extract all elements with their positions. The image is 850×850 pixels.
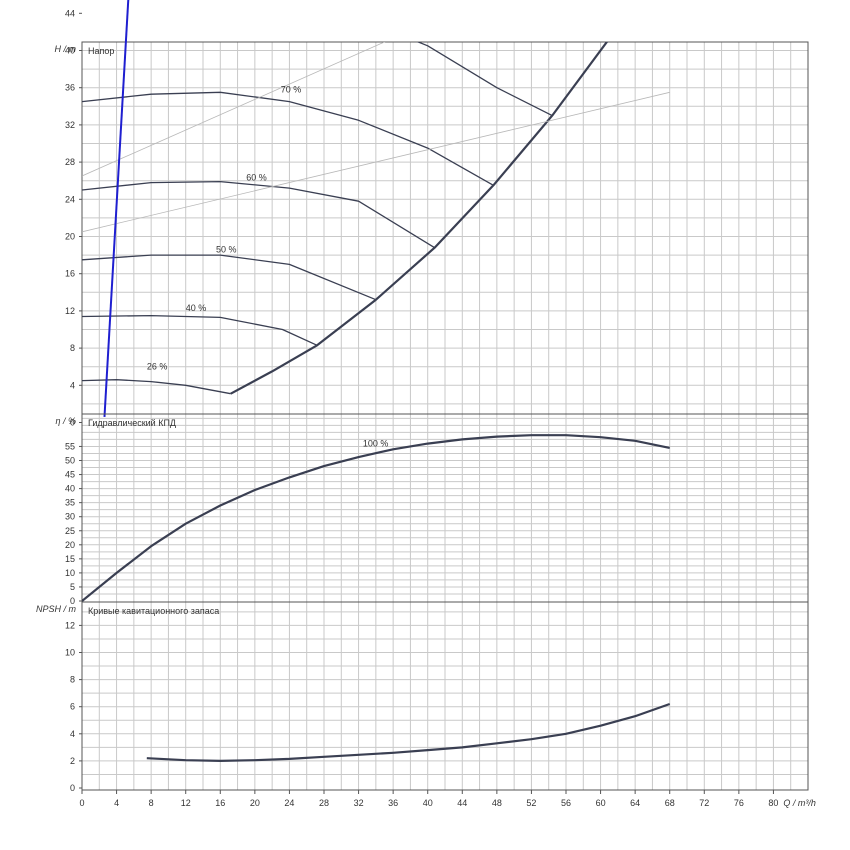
y-tick-label: 45 xyxy=(65,470,75,480)
y-axis-label: H / m xyxy=(55,44,77,54)
series-line xyxy=(82,379,231,395)
x-tick-label: 64 xyxy=(630,798,640,808)
y-tick-label: 50 xyxy=(65,456,75,466)
x-axis-label: Q / m³/h xyxy=(783,798,816,808)
y-tick-label: 12 xyxy=(65,620,75,630)
panel-title: Гидравлический КПД xyxy=(88,418,176,428)
panel-title: Кривые кавитационного запаса xyxy=(88,606,219,616)
y-tick-label: 0 xyxy=(70,596,75,606)
curve-label: 50 % xyxy=(216,244,237,254)
series-line xyxy=(416,42,553,117)
y-tick-label: 24 xyxy=(65,194,75,204)
y-tick-label: 30 xyxy=(65,512,75,522)
series-line xyxy=(82,314,318,346)
x-tick-label: 48 xyxy=(492,798,502,808)
y-tick-label: 32 xyxy=(65,120,75,130)
x-tick-label: 60 xyxy=(596,798,606,808)
y-tick-label: 15 xyxy=(65,554,75,564)
y-tick-label: 8 xyxy=(70,343,75,353)
x-tick-label: 56 xyxy=(561,798,571,808)
x-tick-label: 28 xyxy=(319,798,329,808)
x-tick-label: 44 xyxy=(457,798,467,808)
series-line xyxy=(82,91,494,186)
series-line xyxy=(82,254,377,301)
auxiliary-line xyxy=(82,42,386,177)
series-line xyxy=(82,434,670,602)
y-tick-label: 40 xyxy=(65,484,75,494)
auxiliary-line xyxy=(82,91,670,233)
y-tick-label: 35 xyxy=(65,498,75,508)
panel-title: Напор xyxy=(88,46,114,56)
series-line xyxy=(230,42,609,395)
qmin-line xyxy=(103,0,130,417)
y-tick-label: 10 xyxy=(65,568,75,578)
x-tick-label: 76 xyxy=(734,798,744,808)
x-tick-label: 16 xyxy=(215,798,225,808)
curve-label: 26 % xyxy=(147,361,168,371)
panel-frame-npsh xyxy=(81,601,809,791)
y-tick-label: 2 xyxy=(70,756,75,766)
y-tick-label: 0 xyxy=(70,783,75,793)
series-line xyxy=(146,702,671,762)
x-tick-label: 0 xyxy=(79,798,84,808)
y-tick-label: 16 xyxy=(65,269,75,279)
y-tick-label: 20 xyxy=(65,540,75,550)
x-tick-label: 24 xyxy=(284,798,294,808)
x-tick-label: 40 xyxy=(423,798,433,808)
x-tick-label: 80 xyxy=(768,798,778,808)
y-tick-label: 55 xyxy=(65,441,75,451)
y-tick-label: 6 xyxy=(70,702,75,712)
series-line xyxy=(82,180,435,249)
y-tick-label: 28 xyxy=(65,157,75,167)
y-tick-label: 10 xyxy=(65,648,75,658)
x-tick-label: 12 xyxy=(181,798,191,808)
y-axis-label: NPSH / m xyxy=(36,604,77,614)
y-tick-label: 12 xyxy=(65,306,75,316)
curve-label: 60 % xyxy=(246,173,267,183)
y-tick-label: 40 xyxy=(65,46,75,56)
y-axis-label: η / % xyxy=(55,416,76,426)
y-tick-label: 20 xyxy=(65,232,75,242)
curve-label: 70 % xyxy=(281,84,302,94)
y-tick-label: 4 xyxy=(70,729,75,739)
x-tick-label: 20 xyxy=(250,798,260,808)
curve-label: 40 % xyxy=(186,303,207,313)
y-tick-label: 25 xyxy=(65,526,75,536)
series-line xyxy=(82,0,611,37)
x-tick-label: 52 xyxy=(526,798,536,808)
y-tick-label: 5 xyxy=(70,582,75,592)
curve-label: 100 % xyxy=(363,438,389,448)
x-tick-label: 68 xyxy=(665,798,675,808)
y-tick-label: 44 xyxy=(65,8,75,18)
y-tick-label: 36 xyxy=(65,83,75,93)
x-tick-label: 32 xyxy=(354,798,364,808)
x-tick-label: 72 xyxy=(699,798,709,808)
x-tick-label: 8 xyxy=(149,798,154,808)
x-tick-label: 36 xyxy=(388,798,398,808)
y-tick-label: 0 xyxy=(70,418,75,428)
y-tick-label: 8 xyxy=(70,675,75,685)
y-tick-label: 4 xyxy=(70,380,75,390)
x-tick-label: 4 xyxy=(114,798,119,808)
